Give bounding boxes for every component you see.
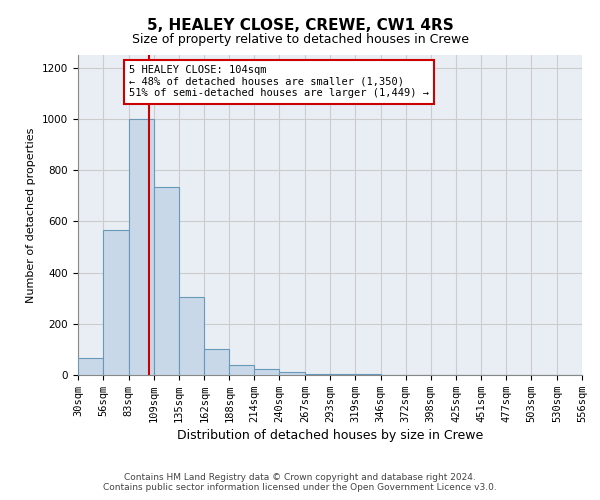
Text: 5, HEALEY CLOSE, CREWE, CW1 4RS: 5, HEALEY CLOSE, CREWE, CW1 4RS	[146, 18, 454, 32]
Bar	[254, 368, 279, 375]
Bar	[355, 374, 381, 375]
Bar	[305, 374, 330, 375]
Bar	[229, 365, 254, 375]
Bar	[129, 119, 154, 375]
Y-axis label: Number of detached properties: Number of detached properties	[26, 128, 37, 302]
Text: 5 HEALEY CLOSE: 104sqm
← 48% of detached houses are smaller (1,350)
51% of semi-: 5 HEALEY CLOSE: 104sqm ← 48% of detached…	[129, 66, 429, 98]
Bar	[179, 297, 205, 375]
Text: Size of property relative to detached houses in Crewe: Size of property relative to detached ho…	[131, 32, 469, 46]
Bar	[205, 350, 229, 375]
X-axis label: Distribution of detached houses by size in Crewe: Distribution of detached houses by size …	[177, 429, 483, 442]
Bar	[279, 372, 305, 375]
Text: Contains HM Land Registry data © Crown copyright and database right 2024.
Contai: Contains HM Land Registry data © Crown c…	[103, 473, 497, 492]
Bar	[78, 358, 103, 375]
Bar	[103, 230, 129, 375]
Bar	[154, 187, 179, 375]
Bar	[330, 374, 355, 375]
